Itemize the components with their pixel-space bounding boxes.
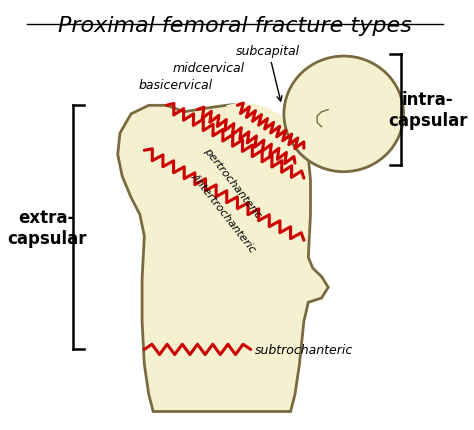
Text: intra-
capsular: intra- capsular	[388, 91, 468, 130]
Text: subtrochanteric: subtrochanteric	[255, 343, 353, 356]
Polygon shape	[226, 103, 308, 170]
Text: pertrochanteric: pertrochanteric	[202, 146, 264, 220]
Text: extra-
capsular: extra- capsular	[7, 209, 87, 247]
Circle shape	[284, 57, 403, 172]
Text: basicervical: basicervical	[138, 79, 212, 92]
Text: Proximal femoral fracture types: Proximal femoral fracture types	[58, 16, 412, 36]
Polygon shape	[118, 105, 328, 412]
Text: /intertrochanteric: /intertrochanteric	[190, 172, 258, 254]
Text: midcervical: midcervical	[173, 62, 245, 75]
Text: subcapital: subcapital	[237, 45, 301, 102]
